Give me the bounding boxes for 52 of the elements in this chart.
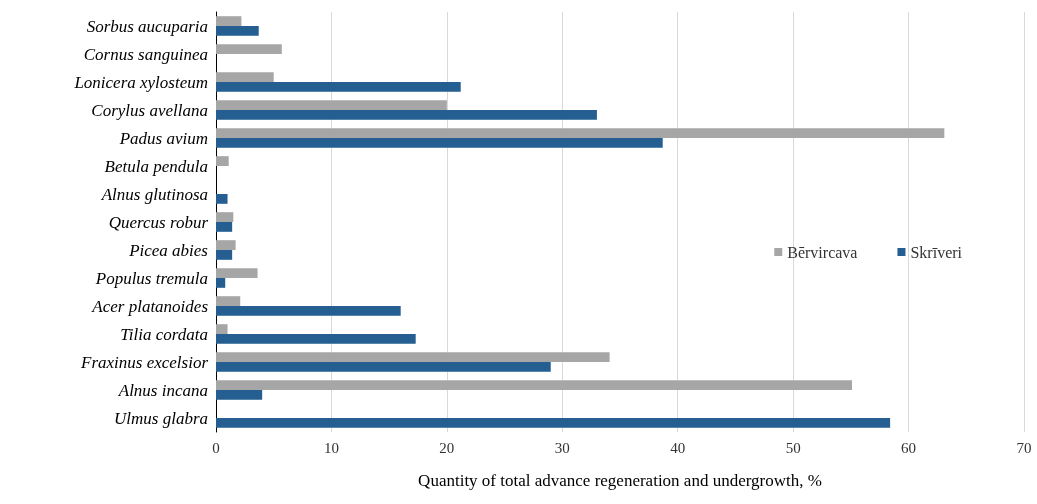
bar	[216, 156, 229, 166]
y-tick-label: Ulmus glabra	[114, 408, 208, 428]
x-tick-label: 60	[901, 439, 917, 456]
bar	[216, 222, 233, 232]
y-tick-label: Alnus glutinosa	[100, 184, 208, 204]
x-axis-title: Quantity of total advance regeneration and undergrowth, %	[418, 471, 822, 490]
bar	[216, 362, 551, 372]
bar	[216, 390, 263, 400]
bar	[216, 138, 663, 148]
y-tick-label: Sorbus aucuparia	[86, 16, 208, 36]
bar	[216, 278, 226, 288]
bar	[216, 100, 447, 110]
x-tick-label: 30	[554, 439, 570, 456]
y-tick-label: Corylus avellana	[91, 100, 208, 120]
bar	[216, 212, 234, 222]
y-tick-label: Tilia cordata	[120, 324, 208, 344]
bar	[216, 194, 228, 204]
bar	[216, 324, 228, 334]
bar	[216, 268, 258, 278]
bar	[216, 44, 282, 54]
y-tick-label: Quercus robur	[108, 212, 209, 232]
bar	[216, 72, 274, 82]
bar	[216, 240, 236, 250]
x-tick-label: 0	[212, 439, 220, 456]
bar	[216, 380, 853, 390]
x-tick-label: 70	[1016, 439, 1032, 456]
bar	[216, 250, 233, 260]
bar	[216, 296, 241, 306]
bar	[216, 16, 242, 26]
bar	[216, 306, 401, 316]
y-tick-label: Padus avium	[118, 128, 208, 148]
y-tick-label: Betula pendula	[104, 156, 208, 176]
y-tick-label: Picea abies	[128, 240, 209, 260]
y-tick-label: Fraxinus excelsior	[80, 352, 209, 372]
bar	[216, 418, 891, 428]
legend-label: Skrīveri	[910, 243, 963, 261]
y-tick-label: Alnus incana	[117, 380, 208, 400]
bar	[216, 82, 461, 92]
legend-label: Bērvircava	[787, 243, 858, 261]
y-tick-label: Cornus sanguinea	[83, 44, 208, 64]
y-tick-label: Lonicera xylosteum	[73, 72, 208, 92]
y-tick-label: Populus tremula	[94, 268, 208, 288]
x-tick-label: 50	[785, 439, 801, 456]
bar	[216, 352, 610, 362]
bar	[216, 110, 597, 120]
bar	[216, 334, 416, 344]
bar	[216, 128, 945, 138]
x-tick-label: 40	[670, 439, 686, 456]
x-tick-label: 10	[323, 439, 339, 456]
y-tick-label: Acer platanoides	[91, 296, 209, 316]
x-tick-label: 20	[439, 439, 455, 456]
bar	[216, 26, 259, 36]
